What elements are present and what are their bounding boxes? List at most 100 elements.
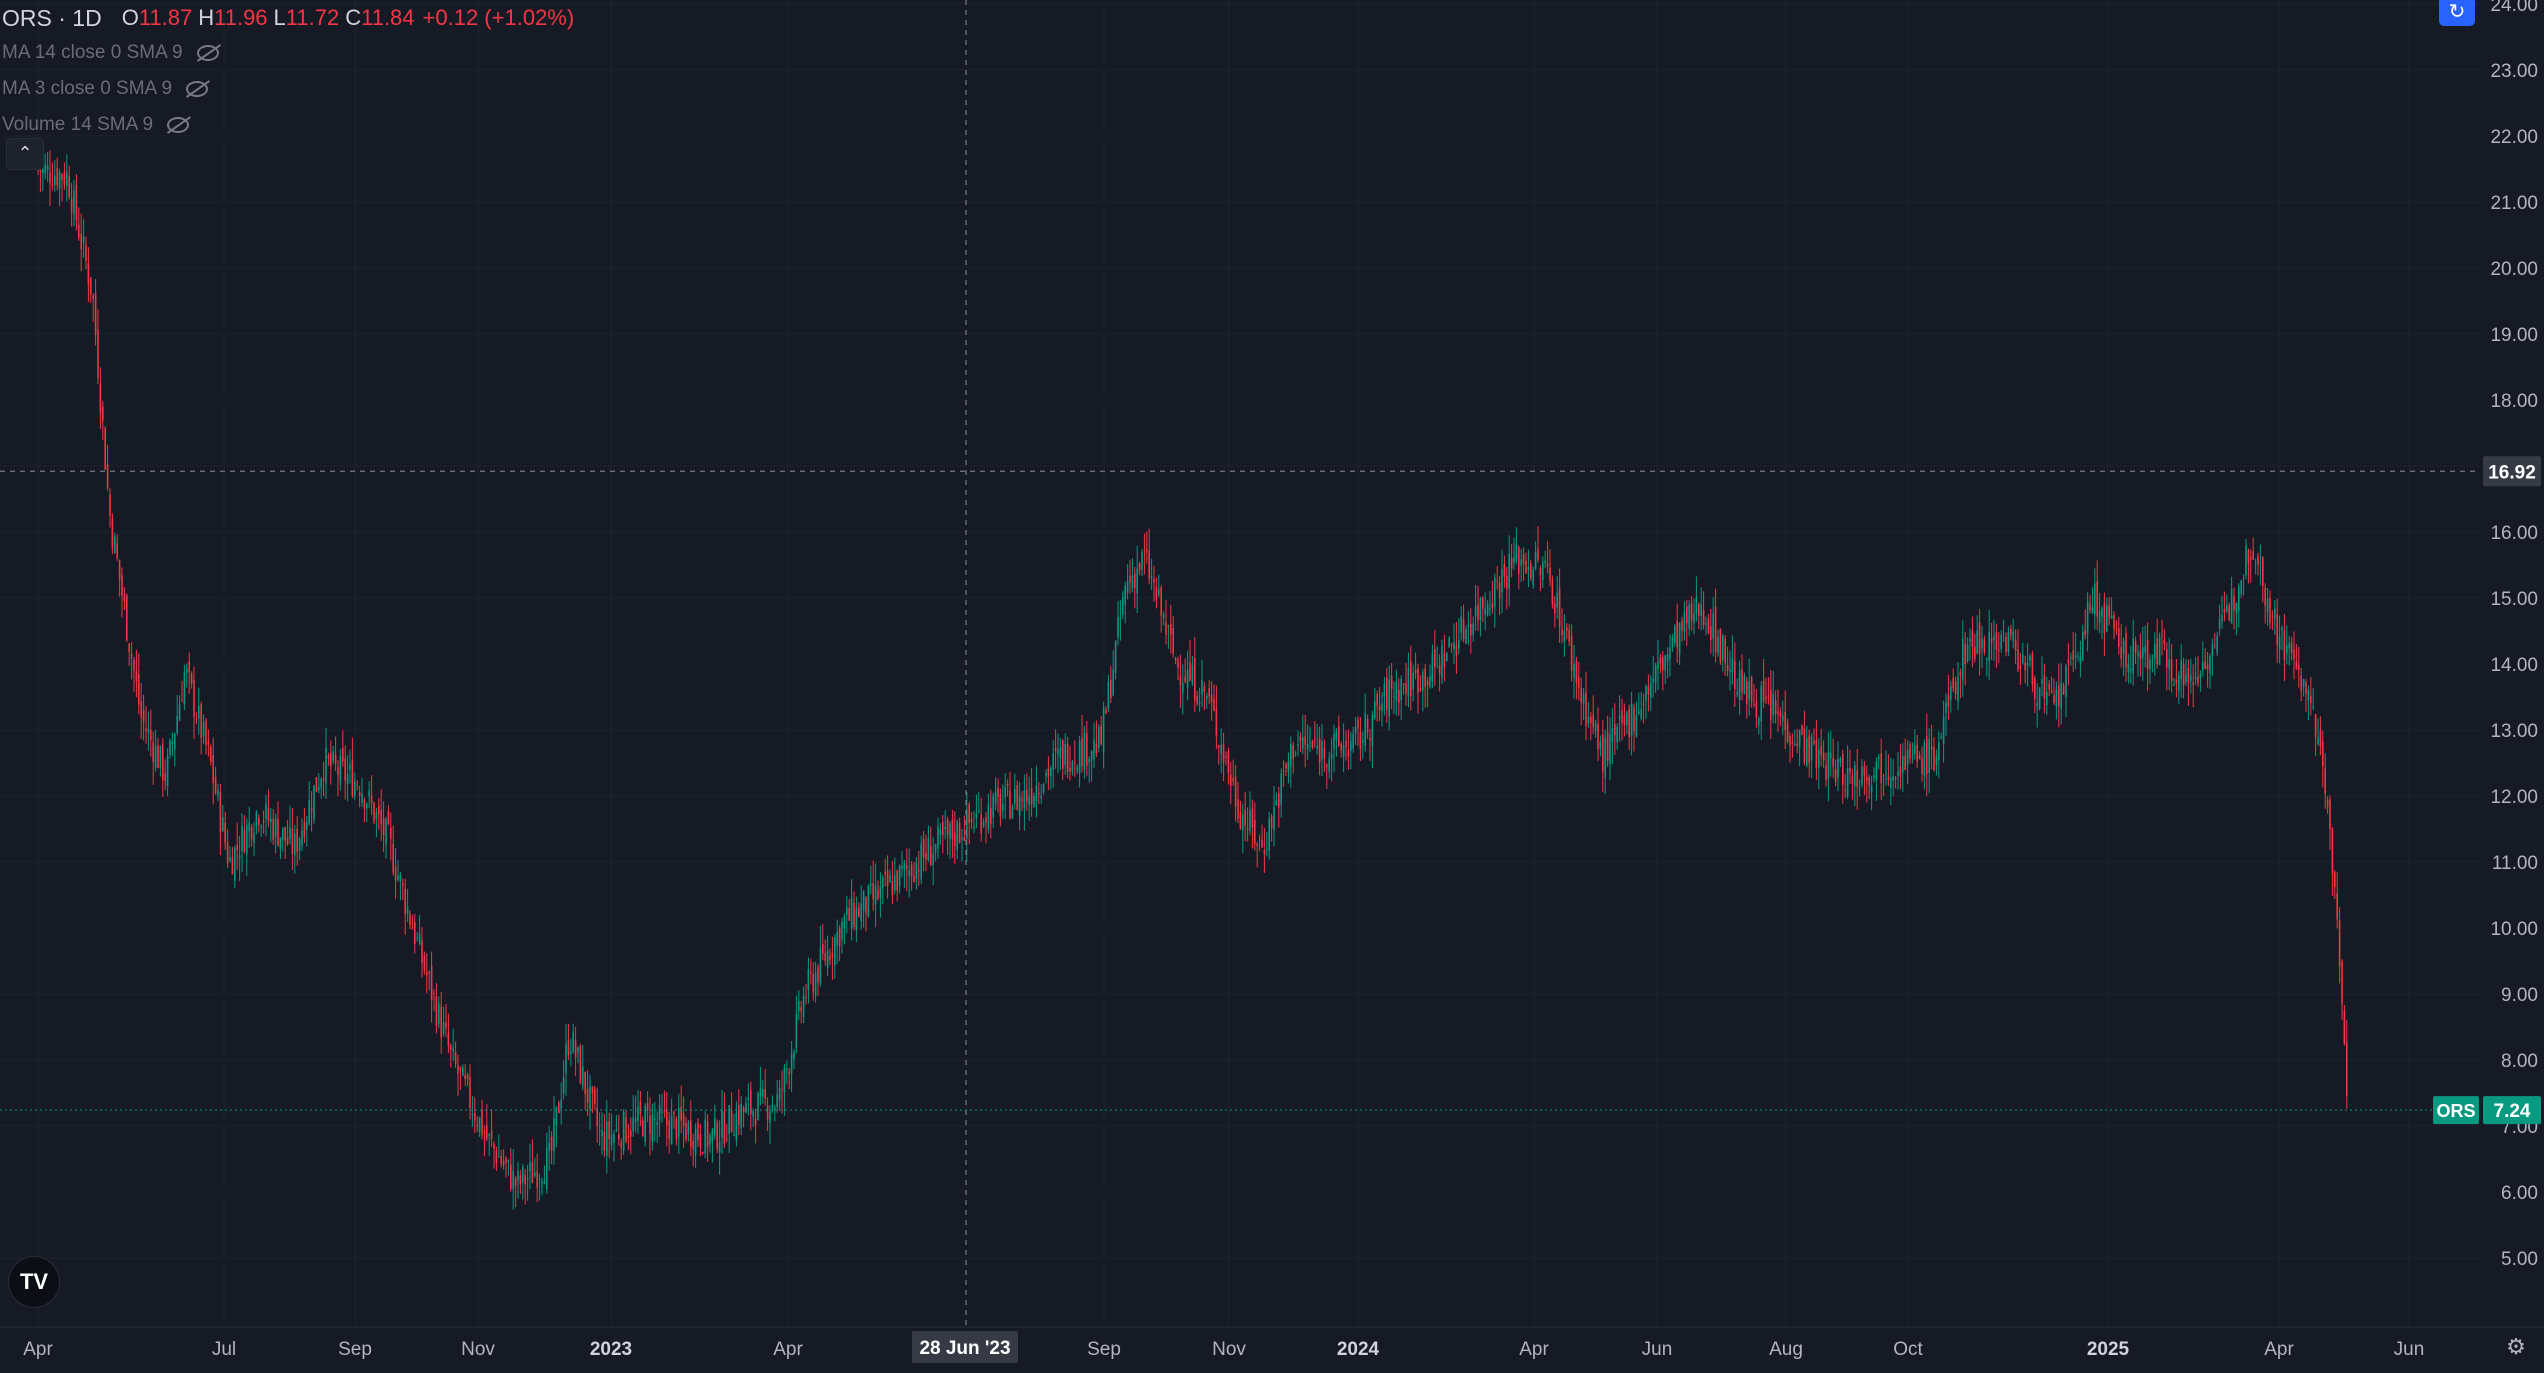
candle-body bbox=[886, 870, 889, 887]
time-axis[interactable]: Apr Jul Sep Nov 2023 Apr Sep Nov 2024 Apr Jun Aug Oc… bbox=[23, 1339, 2424, 1360]
candle-body bbox=[853, 902, 855, 927]
tradingview-logo[interactable]: TV bbox=[8, 1256, 60, 1308]
grid-lines bbox=[0, 0, 2480, 1326]
candle-body bbox=[1016, 785, 1018, 810]
candle-body bbox=[730, 1110, 733, 1132]
candle-body bbox=[1436, 658, 1438, 660]
candle-body bbox=[1417, 668, 1419, 693]
last-price-tag[interactable]: ORS 7.24 bbox=[2433, 1096, 2541, 1125]
candle-body bbox=[469, 1076, 471, 1109]
candle-body bbox=[1042, 784, 1045, 793]
candle-body bbox=[1338, 726, 1340, 746]
candle-body bbox=[1066, 744, 1069, 773]
candle-body bbox=[2113, 615, 2115, 630]
candle-body bbox=[1513, 557, 1515, 563]
candle-body bbox=[1762, 680, 1765, 702]
candle-body bbox=[1575, 661, 1578, 683]
candle-body bbox=[1966, 644, 1969, 662]
candle-body bbox=[174, 733, 176, 750]
candle-body bbox=[656, 1122, 658, 1125]
candle-body bbox=[241, 826, 243, 852]
candle-body bbox=[586, 1089, 589, 1103]
candle-body bbox=[1570, 635, 1573, 671]
candle-body bbox=[2022, 654, 2024, 664]
candle-body bbox=[1813, 741, 1815, 744]
candle-body bbox=[1594, 723, 1597, 731]
indicator-ma3[interactable]: MA 3 close 0 SMA 9 bbox=[2, 71, 574, 107]
candle-body bbox=[1090, 751, 1093, 761]
candle-body bbox=[1170, 624, 1172, 635]
sync-icon[interactable]: ↻ bbox=[2439, 0, 2475, 26]
candle-body bbox=[1688, 604, 1690, 629]
candle-body bbox=[733, 1134, 735, 1137]
candle-body bbox=[2194, 677, 2197, 680]
candle-body bbox=[1345, 740, 1347, 747]
candle-body bbox=[361, 794, 363, 803]
candle-body bbox=[507, 1160, 510, 1162]
candle-body bbox=[694, 1129, 697, 1155]
candle-body bbox=[462, 1067, 464, 1076]
time-tick-label: Jun bbox=[2394, 1339, 2425, 1360]
candle-body bbox=[2038, 687, 2041, 710]
candle-body bbox=[1143, 551, 1146, 553]
hidden-eye-icon[interactable] bbox=[196, 45, 219, 61]
candle-body bbox=[1040, 795, 1042, 799]
candle-body bbox=[1542, 562, 1544, 581]
candle-body bbox=[1088, 758, 1090, 763]
symbol-title[interactable]: ORS · 1D bbox=[2, 4, 102, 31]
candle-body bbox=[1599, 741, 1602, 750]
candle-body bbox=[1995, 632, 1998, 650]
candle-body bbox=[478, 1117, 481, 1132]
candle-body bbox=[774, 1107, 776, 1110]
candle-body bbox=[718, 1141, 721, 1153]
gear-icon[interactable]: ⚙ bbox=[2506, 1334, 2526, 1359]
chevron-up-icon[interactable]: ⌃ bbox=[6, 138, 44, 170]
candle-body bbox=[1448, 638, 1450, 647]
time-tick-label: 2023 bbox=[590, 1339, 632, 1360]
candle-body bbox=[1304, 736, 1306, 745]
candle-body bbox=[891, 881, 894, 896]
candle-body bbox=[1191, 665, 1194, 684]
candle-body bbox=[1184, 676, 1186, 682]
candle-body bbox=[1681, 620, 1683, 631]
candle-body bbox=[1630, 704, 1633, 736]
candle-body bbox=[898, 865, 901, 887]
candle-body bbox=[1702, 610, 1705, 625]
candle-body bbox=[1371, 714, 1374, 747]
candle-body bbox=[1623, 715, 1626, 725]
candle-body bbox=[1832, 757, 1834, 767]
candle-body bbox=[142, 709, 145, 722]
candle-body bbox=[932, 853, 934, 865]
candle-body bbox=[1710, 626, 1712, 641]
candle-body bbox=[1302, 737, 1304, 749]
candle-body bbox=[445, 1022, 447, 1028]
candle-body bbox=[1767, 696, 1770, 698]
candle-body bbox=[618, 1134, 620, 1140]
hidden-eye-icon[interactable] bbox=[167, 117, 190, 133]
time-tick-label: Aug bbox=[1769, 1339, 1803, 1360]
candle-body bbox=[1556, 592, 1558, 608]
candle-body bbox=[1549, 567, 1551, 581]
candle-body bbox=[1882, 778, 1885, 780]
hidden-eye-icon[interactable] bbox=[186, 81, 209, 97]
candle-body bbox=[510, 1164, 512, 1189]
candle-body bbox=[1028, 795, 1030, 805]
candle-body bbox=[1414, 669, 1417, 674]
candle-body bbox=[70, 198, 73, 212]
candle-body bbox=[1957, 676, 1959, 702]
candle-body bbox=[1112, 669, 1114, 696]
candle-body bbox=[2084, 629, 2086, 635]
candle-body bbox=[1753, 704, 1755, 706]
candle-body bbox=[2317, 737, 2319, 745]
candle-body bbox=[2336, 893, 2338, 920]
price-axis[interactable]: 5.006.007.008.009.0010.0011.0012.0013.00… bbox=[2490, 0, 2538, 1270]
candle-body bbox=[1930, 746, 1933, 750]
time-tick-label: Jun bbox=[1642, 1339, 1673, 1360]
indicator-ma14[interactable]: MA 14 close 0 SMA 9 bbox=[2, 35, 574, 71]
candle-body bbox=[1690, 603, 1693, 621]
candle-body bbox=[1386, 677, 1388, 711]
candle-body bbox=[1791, 742, 1794, 744]
indicator-volume[interactable]: Volume 14 SMA 9 bbox=[2, 107, 574, 143]
candle-body bbox=[1822, 752, 1825, 760]
